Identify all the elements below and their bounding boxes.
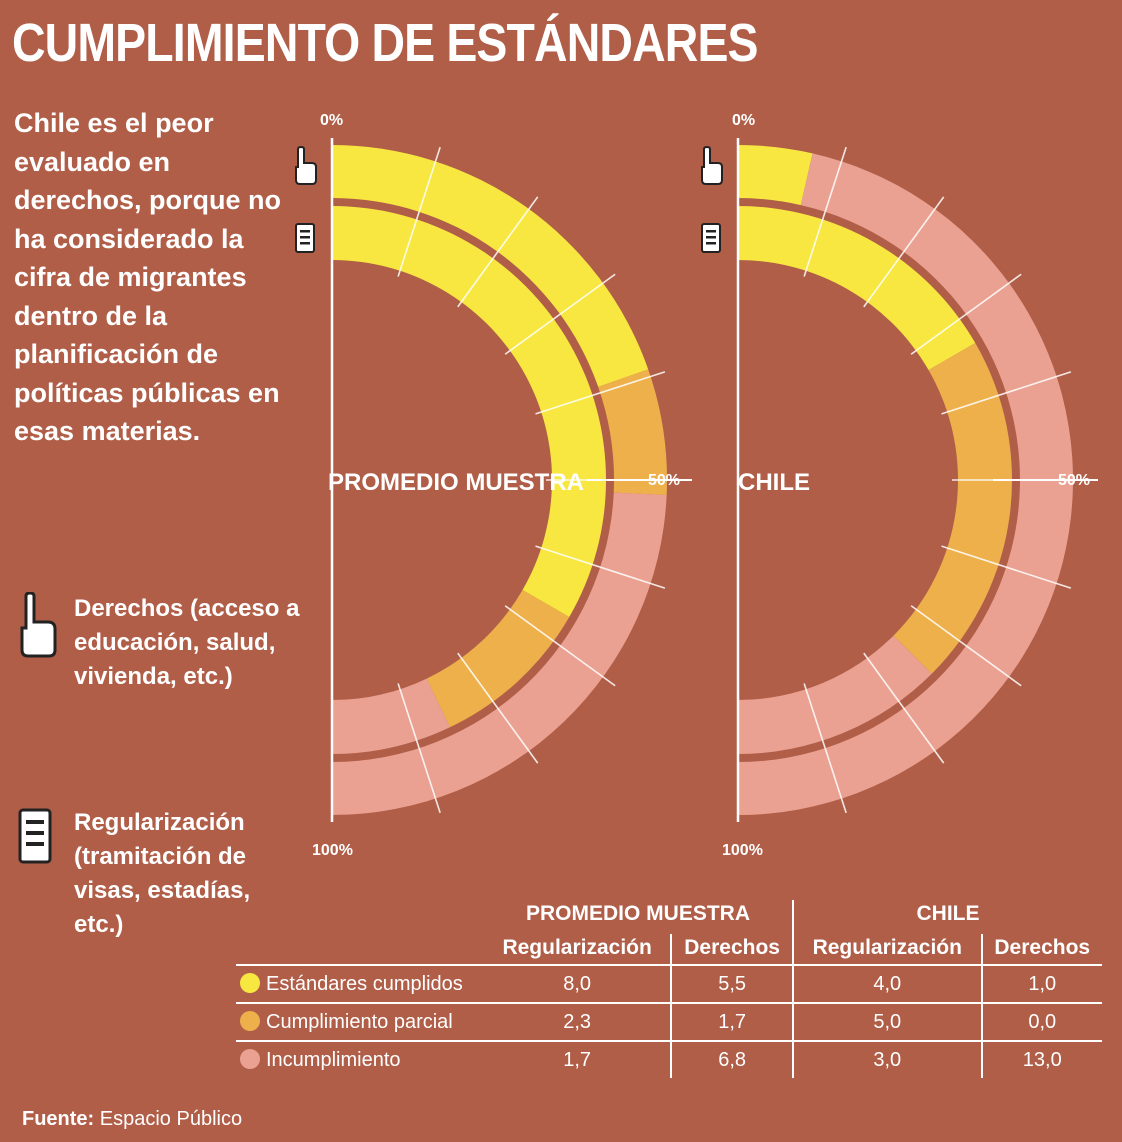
gridline	[397, 683, 441, 814]
legend-regularizacion-text: Regularización (tramitación de visas, es…	[74, 809, 251, 938]
document-icon	[701, 223, 721, 253]
gridline	[504, 605, 616, 687]
table-cell: 5,5	[670, 965, 793, 1003]
arc-derechos-cumplidos	[332, 145, 649, 387]
tick-0-right: 0%	[732, 112, 756, 129]
chart-label-promedio: PROMEDIO MUESTRA	[328, 469, 585, 496]
tick-0-left: 0%	[320, 112, 344, 129]
source-note: Fuente: Espacio Público	[22, 1108, 243, 1130]
gridline	[397, 146, 441, 277]
table-cell: 1,0	[980, 965, 1102, 1003]
row-label-parcial: Cumplimiento parcial	[236, 1003, 484, 1041]
data-table: PROMEDIO MUESTRA CHILE Regularización De…	[236, 900, 1102, 1078]
col-header: Derechos	[670, 934, 793, 965]
col-header: Derechos	[980, 934, 1102, 965]
arc-regularizacion-parcial	[426, 590, 570, 728]
dot-incumplimiento	[240, 1048, 260, 1069]
dot-cumplidos	[240, 972, 260, 993]
arc-derechos-parcial	[598, 369, 667, 496]
table-cell: 2,3	[563, 1010, 592, 1033]
row-label-incumplimiento: Incumplimiento	[236, 1041, 484, 1078]
gridline	[504, 273, 616, 355]
tick-50-right: 50%	[1058, 472, 1091, 489]
table-row: Incumplimiento 1,7 6,8 3,0 13,0	[236, 1041, 1102, 1078]
table-cell: 1,7	[563, 1048, 592, 1071]
row-label-cumplidos: Estándares cumplidos	[236, 965, 484, 1003]
intro-text: Chile es el peor evaluado en derechos, p…	[14, 108, 282, 446]
table-cell: 6,8	[670, 1041, 793, 1078]
gridline	[803, 683, 847, 814]
table-cell: 4,0	[791, 965, 982, 1003]
table-cell: 3,0	[791, 1041, 982, 1078]
gridline	[910, 273, 1022, 355]
tick-100-right: 100%	[722, 842, 763, 859]
tick-50-left: 50%	[648, 472, 681, 489]
gridline	[941, 545, 1072, 589]
table-group-header-row: PROMEDIO MUESTRA CHILE	[236, 900, 1102, 934]
legend-derechos-text: Derechos (acceso a educación, salud, viv…	[74, 595, 300, 690]
gridline	[535, 545, 666, 589]
gridline	[457, 652, 539, 764]
page-title: CUMPLIMIENTO DE ESTÁNDARES	[12, 13, 759, 73]
table-cell: 13,0	[980, 1041, 1102, 1078]
table-row: Estándares cumplidos 8,0 5,5 4,0 1,0	[236, 965, 1102, 1003]
arc-regularizacion-incumplimiento	[738, 635, 932, 754]
table-col-header-row: Regularización Derechos Regularización D…	[236, 934, 1102, 965]
arc-derechos-cumplidos	[738, 145, 813, 206]
group-header-chile: CHILE	[791, 900, 1102, 934]
arc-derechos-incumplimiento	[332, 492, 667, 815]
gridline	[863, 652, 945, 764]
table-cell: 5,0	[791, 1003, 982, 1041]
hand-pointer-icon	[701, 145, 723, 185]
dot-parcial	[240, 1010, 260, 1031]
table-cell: 1,7	[670, 1003, 793, 1041]
gridline	[941, 371, 1072, 415]
chart-chile	[701, 138, 1098, 822]
arc-regularizacion-cumplidos	[332, 206, 606, 617]
col-header: Regularización	[791, 934, 982, 965]
table-cell: 0,0	[980, 1003, 1102, 1041]
arc-regularizacion-parcial	[893, 343, 1012, 674]
table-corner-2	[236, 934, 484, 965]
arc-derechos-incumplimiento	[738, 153, 1073, 815]
gridline	[803, 146, 847, 277]
document-icon	[18, 808, 52, 864]
hand-pointer-icon	[20, 592, 57, 658]
group-header-promedio: PROMEDIO MUESTRA	[525, 902, 750, 925]
col-header: Regularización	[502, 936, 652, 959]
charts-area	[295, 138, 1098, 822]
gridline	[863, 196, 945, 308]
hand-pointer-icon	[295, 145, 317, 185]
table-row: Cumplimiento parcial 2,3 1,7 5,0 0,0	[236, 1003, 1102, 1041]
table-corner	[236, 900, 484, 934]
chart-promedio-muestra	[295, 138, 692, 822]
gridline	[457, 196, 539, 308]
table-cell: 8,0	[563, 972, 592, 995]
gridline	[535, 371, 666, 415]
document-icon	[295, 223, 315, 253]
chart-label-chile: CHILE	[738, 469, 810, 496]
tick-100-left: 100%	[312, 842, 353, 859]
arc-regularizacion-cumplidos	[738, 206, 976, 370]
arc-regularizacion-incumplimiento	[332, 678, 450, 754]
gridline	[910, 605, 1022, 687]
